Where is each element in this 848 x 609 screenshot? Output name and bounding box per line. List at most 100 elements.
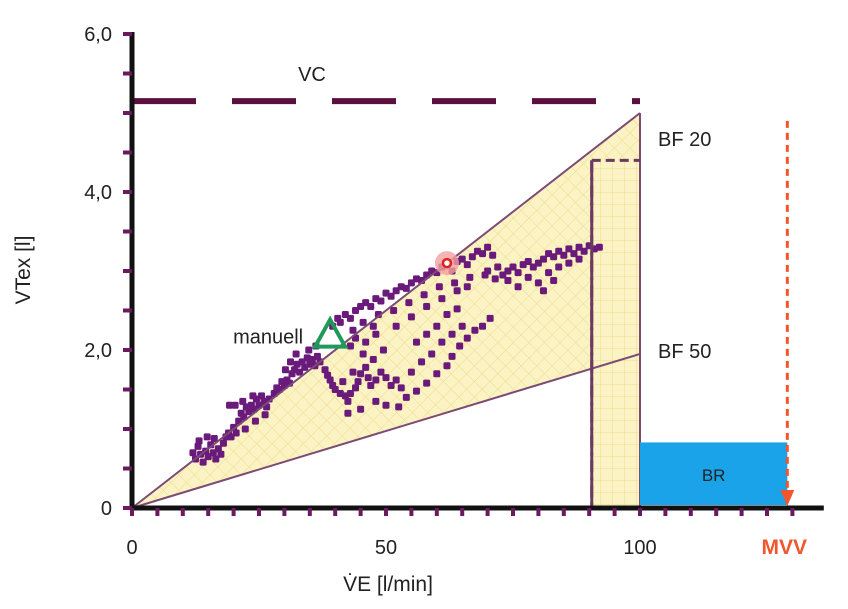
data-point [407,368,415,376]
data-point [471,326,479,334]
data-point [397,384,405,392]
data-point [281,366,289,374]
data-point [251,417,259,425]
data-point [484,267,492,275]
data-point [443,362,451,370]
data-point [313,352,321,360]
data-point [565,245,573,253]
data-point [367,382,375,390]
data-point [372,330,380,338]
data-point [595,243,603,251]
data-point [364,374,372,382]
data-point [346,342,354,350]
lines-group [131,98,641,509]
data-point [382,401,390,409]
data-point [249,392,257,400]
data-point [344,409,352,417]
data-point [231,401,239,409]
data-point [390,307,398,314]
data-point [296,368,304,376]
data-point [539,255,547,263]
data-point [261,411,269,419]
data-point [212,455,220,463]
data-point [565,259,573,267]
data-point [241,425,249,433]
data-point [580,247,588,255]
data-point [402,393,410,401]
data-point [346,389,354,397]
data-point [456,342,464,350]
data-point [203,433,211,441]
data-point [359,318,367,326]
data-point [362,363,370,371]
data-point [438,295,446,303]
data-point [453,287,461,295]
data-point [550,276,558,284]
data-point [214,445,222,453]
data-point [305,346,313,354]
data-point [509,263,517,271]
data-point [258,392,266,400]
data-point [494,263,502,271]
data-point [524,273,532,281]
data-point [321,366,329,374]
data-point [412,338,420,346]
data-point [349,368,357,376]
data-point [392,322,400,330]
data-point [286,358,294,366]
x-tick-label: 50 [375,537,397,559]
bf50-label: BF 50 [658,341,711,363]
data-point [575,255,583,263]
data-point [418,358,426,366]
data-point [433,370,441,378]
data-point [479,322,487,330]
data-point [560,251,568,259]
data-point [352,384,360,392]
data-point [194,442,202,450]
manual-point-triangle [311,315,349,349]
data-point [346,314,354,322]
data-point [367,303,375,311]
limit-box-fill [591,160,640,508]
bf50-line [131,352,641,509]
data-point [433,322,441,330]
bf20-label: BF 20 [658,129,711,151]
data-point [514,269,522,277]
data-point [354,378,362,386]
x-axis-label: V̇E [l/min] [343,573,433,596]
data-point [468,253,476,261]
data-point [420,291,428,299]
data-point [486,314,494,322]
data-point [458,322,466,330]
y-axis-label: VTex [l] [12,236,35,305]
data-point [377,297,385,305]
data-point [463,261,471,269]
highlight-point-marker [441,257,453,269]
mvv-label: MVV [762,536,808,559]
data-point [395,403,403,411]
data-point [349,326,357,334]
data-point [217,450,225,458]
data-point [226,401,234,409]
data-point [504,276,512,284]
data-point [466,273,474,281]
data-point [407,313,415,321]
ticks-group: 0 50 100 0 2,0 4,0 6,0 [84,24,795,559]
br-label: BR [702,466,726,485]
data-point [435,283,443,291]
data-point [405,299,413,307]
data-point [357,405,365,413]
data-point [448,330,456,338]
data-point [484,243,492,251]
x-tick-label: 0 [126,537,137,559]
data-point [339,378,347,386]
data-point [292,350,300,358]
data-point [189,449,197,457]
data-point [372,376,380,384]
data-point [219,439,227,447]
data-point [491,275,499,283]
data-point [443,310,451,318]
data-point [344,397,352,405]
manual-point-label: manuell [233,327,303,349]
mvv-arrow-head [780,490,795,506]
